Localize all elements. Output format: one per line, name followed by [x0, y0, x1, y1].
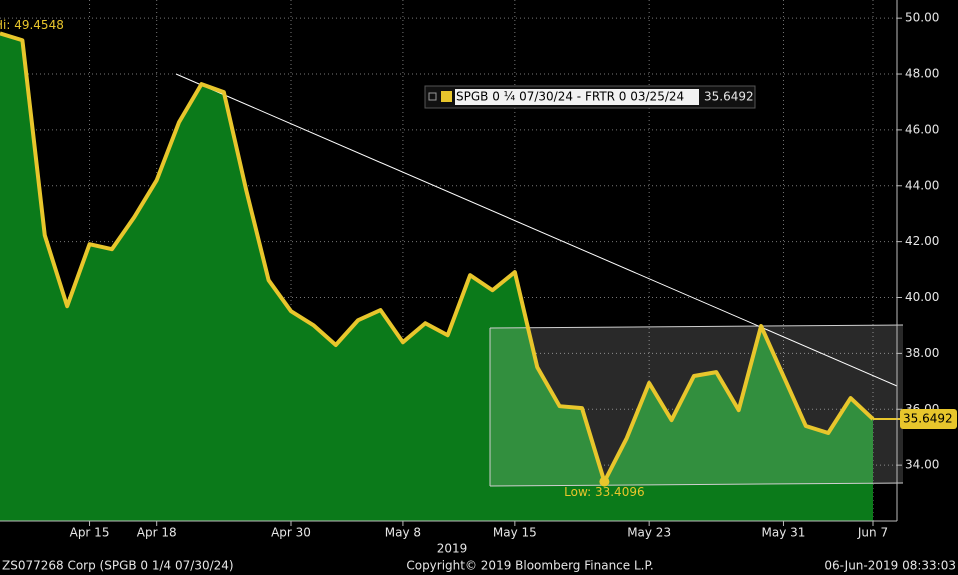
legend-swatch: [441, 91, 452, 102]
y-tick-label: 48.00: [905, 67, 939, 81]
x-tick-label: Apr 18: [137, 526, 177, 540]
channel-top: [489, 324, 904, 329]
y-tick-label: 42.00: [905, 234, 939, 248]
legend-toggle[interactable]: [428, 92, 437, 101]
y-tick-label: 38.00: [905, 346, 939, 360]
y-tick-label: 44.00: [905, 178, 939, 192]
y-tick-label: 34.00: [905, 458, 939, 472]
trend-line: [175, 73, 898, 387]
x-tick-label: May 23: [627, 526, 671, 540]
legend-highlight: [455, 89, 699, 105]
area: [0, 33, 873, 521]
line: [0, 31, 875, 484]
hi-label: Hi: 49.4548: [0, 18, 64, 32]
y-tick-label: 46.00: [905, 122, 939, 136]
legend-value: 35.6492: [704, 90, 754, 104]
y-tick-label: 40.00: [905, 290, 939, 304]
x-tick-label: Apr 30: [271, 526, 311, 540]
x-tick-label: Apr 15: [70, 526, 110, 540]
x-axis-year: 2019: [437, 542, 468, 556]
x-tick-label: May 15: [493, 526, 537, 540]
footer-left: ZS077268 Corp (SPGB 0 1/4 07/30/24): [2, 559, 234, 573]
x-tick-label: May 8: [385, 526, 421, 540]
legend: SPGB 0 ¼ 07/30/24 - FRTR 0 03/25/24 35.6…: [424, 85, 756, 109]
footer-center: Copyright© 2019 Bloomberg Finance L.P.: [406, 559, 653, 573]
x-tick-label: May 31: [762, 526, 806, 540]
plot: [0, 33, 873, 521]
last-value-tag: [900, 409, 957, 430]
y-tick-label: 50.00: [905, 11, 939, 25]
footer-right: 06-Jun-2019 08:33:03: [824, 559, 956, 573]
lines: [0, 31, 900, 487]
low-marker: [599, 476, 610, 487]
x-tick-label: Jun 7: [857, 526, 888, 540]
channel: [490, 325, 903, 486]
low-label: Low: 33.4096: [564, 485, 644, 499]
legend-label: SPGB 0 ¼ 07/30/24 - FRTR 0 03/25/24: [456, 90, 684, 104]
last-value-label: 35.6492: [903, 412, 953, 426]
channel-bottom: [489, 482, 904, 487]
